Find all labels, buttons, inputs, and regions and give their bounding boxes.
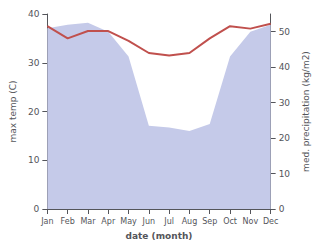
svg-text:May: May bbox=[120, 217, 137, 226]
svg-text:50: 50 bbox=[279, 27, 291, 37]
svg-text:20: 20 bbox=[279, 133, 291, 143]
svg-text:10: 10 bbox=[28, 155, 40, 165]
svg-text:30: 30 bbox=[279, 98, 291, 108]
svg-text:0: 0 bbox=[34, 204, 40, 214]
svg-text:30: 30 bbox=[28, 58, 40, 68]
svg-text:Jul: Jul bbox=[163, 217, 174, 226]
svg-text:Mar: Mar bbox=[80, 217, 96, 226]
svg-text:Feb: Feb bbox=[61, 217, 75, 226]
svg-text:med. precipitation (kg/m2): med. precipitation (kg/m2) bbox=[301, 51, 311, 172]
svg-text:max temp (C): max temp (C) bbox=[8, 80, 18, 142]
svg-text:Oct: Oct bbox=[223, 217, 237, 226]
svg-text:Nov: Nov bbox=[243, 217, 259, 226]
svg-text:0: 0 bbox=[279, 204, 285, 214]
svg-text:10: 10 bbox=[279, 169, 291, 179]
svg-text:Sep: Sep bbox=[202, 217, 217, 226]
svg-text:date (month): date (month) bbox=[126, 231, 193, 241]
svg-text:Dec: Dec bbox=[263, 217, 278, 226]
svg-text:40: 40 bbox=[28, 9, 40, 19]
svg-text:Apr: Apr bbox=[101, 217, 116, 226]
svg-text:Jun: Jun bbox=[142, 217, 156, 226]
svg-text:20: 20 bbox=[28, 107, 40, 117]
svg-text:40: 40 bbox=[279, 62, 291, 72]
svg-text:Jan: Jan bbox=[40, 217, 53, 226]
svg-text:Aug: Aug bbox=[182, 217, 198, 226]
